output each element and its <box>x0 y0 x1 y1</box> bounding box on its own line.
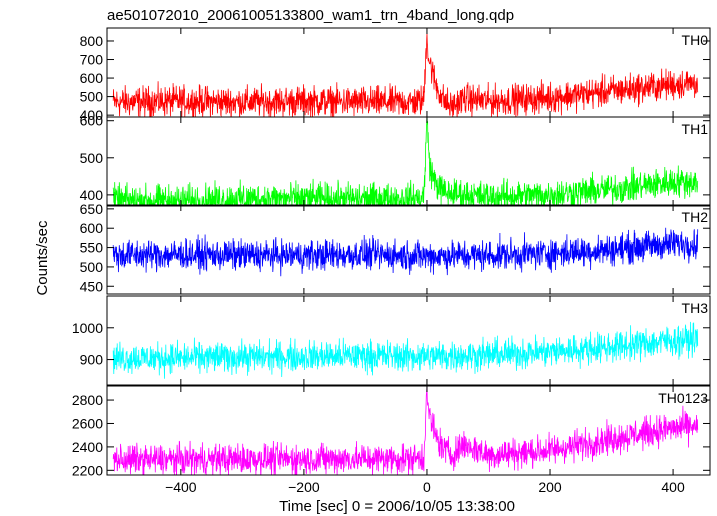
y-tick-label: 900 <box>80 352 104 368</box>
series-line-th1 <box>112 117 699 206</box>
y-tick-label: 2800 <box>72 392 103 408</box>
panel-th0123: 2200 2400 2600 2800 TH0123 <box>72 385 711 478</box>
y-tick-label: 700 <box>80 52 104 68</box>
y-tick-label: 600 <box>80 70 104 86</box>
y-tick-label: 500 <box>80 259 104 275</box>
x-tick-label: 200 <box>538 479 562 495</box>
panel-frame <box>106 116 711 207</box>
series-line-th0 <box>112 33 699 117</box>
panel-th3: 900 1000 TH3 <box>72 295 711 386</box>
y-tick-label: 1000 <box>72 320 103 336</box>
panel-frame <box>106 295 711 386</box>
y-tick-label: 800 <box>80 33 104 49</box>
y-tick-label: 650 <box>80 201 104 217</box>
y-tick-label: 2400 <box>72 439 103 455</box>
y-tick-label: 400 <box>80 187 104 203</box>
panel-label: TH0 <box>682 32 709 48</box>
panel-th1: 400 500 600 TH1 <box>80 113 711 207</box>
panels-group: 400 500 600 700 800 TH0 400 500 600 TH1 450 500 550 6… <box>72 27 711 478</box>
y-tick-label: 550 <box>80 240 104 256</box>
panel-frame <box>106 204 711 295</box>
x-tick-label: −400 <box>165 479 197 495</box>
panel-label: TH1 <box>682 121 709 137</box>
y-tick-label: 500 <box>80 150 104 166</box>
y-tick-label: 2600 <box>72 415 103 431</box>
y-tick-label: 600 <box>80 113 104 129</box>
series-line-th0123 <box>112 386 699 475</box>
x-axis: −400 −200 0 200 400 <box>165 479 685 495</box>
x-tick-label: 0 <box>423 479 431 495</box>
y-tick-label: 500 <box>80 89 104 105</box>
y-tick-label: 450 <box>80 278 104 294</box>
x-axis-label: Time [sec] 0 = 2006/10/05 13:38:00 <box>279 498 515 515</box>
chart-title: ae501072010_20061005133800_wam1_trn_4ban… <box>107 7 514 24</box>
y-tick-label: 600 <box>80 220 104 236</box>
panel-frame <box>106 385 711 476</box>
x-tick-label: −200 <box>288 479 320 495</box>
panel-label: TH2 <box>682 209 709 225</box>
panel-th2: 450 500 550 600 650 TH2 <box>80 201 711 295</box>
panel-label: TH0123 <box>658 390 708 406</box>
panel-label: TH3 <box>682 300 709 316</box>
series-line-th3 <box>112 321 699 379</box>
series-line-th2 <box>112 227 699 277</box>
y-tick-label: 400 <box>80 107 104 123</box>
panel-th0: 400 500 600 700 800 TH0 <box>80 27 711 123</box>
y-tick-label: 2200 <box>72 462 103 478</box>
y-axis-label: Counts/sec <box>34 220 51 296</box>
x-tick-label: 400 <box>661 479 685 495</box>
